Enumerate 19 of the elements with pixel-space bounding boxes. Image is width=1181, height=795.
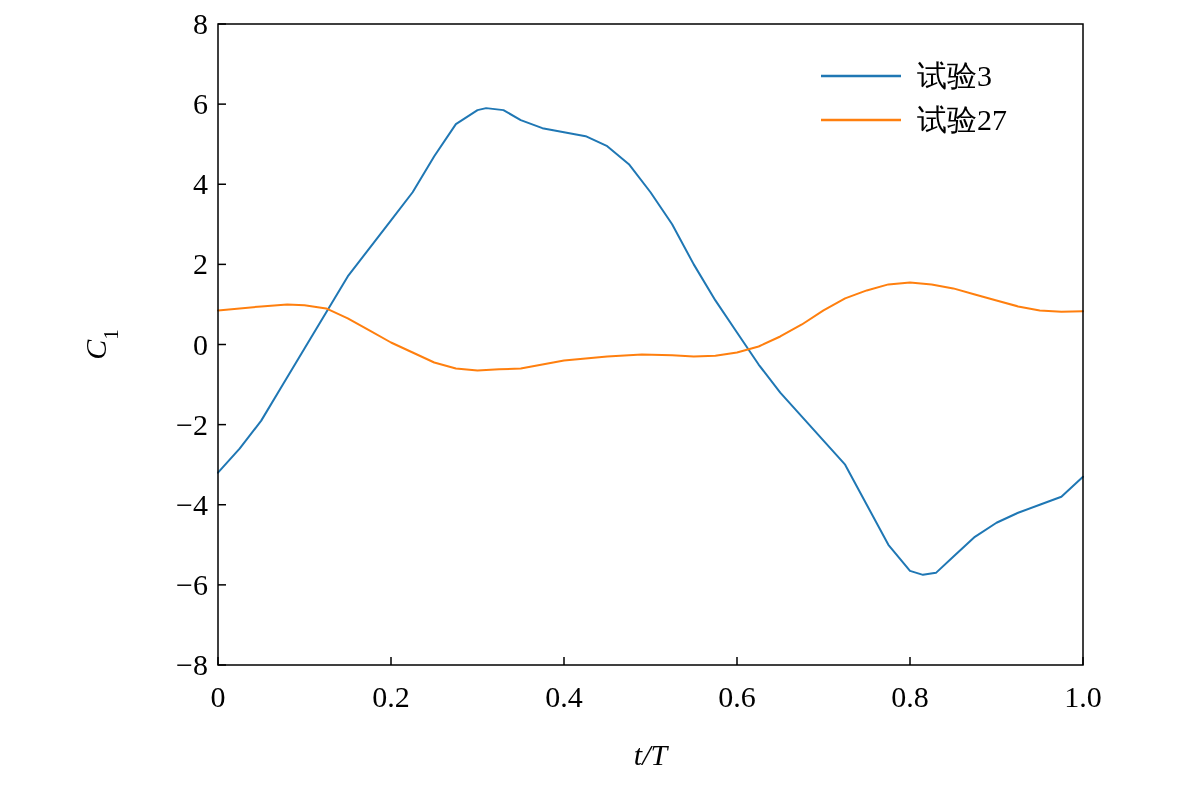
y-tick-label: −8 [176, 648, 208, 681]
line-series [217, 281, 1084, 372]
x-tick-label: 0.8 [891, 680, 929, 713]
x-tick-label: 0.4 [545, 680, 583, 713]
x-axis-title: t/T [633, 738, 670, 771]
legend-label: 试验27 [917, 103, 1007, 136]
x-tick-label: 0.6 [718, 680, 756, 713]
y-tick-label: −4 [176, 487, 208, 521]
y-tick-label: 6 [193, 87, 208, 121]
y-tick-label: −2 [176, 407, 208, 441]
line-series [217, 107, 1084, 576]
x-tick-label: 0.2 [372, 680, 410, 713]
x-tick-label: 1.0 [1064, 680, 1102, 713]
y-tick-label: 8 [193, 7, 208, 40]
y-tick-label: 4 [193, 167, 208, 201]
y-tick-label: 0 [193, 327, 208, 361]
y-tick-label: −6 [176, 567, 208, 601]
legend-label: 试验3 [917, 59, 992, 92]
y-tick-label: 2 [193, 247, 208, 281]
